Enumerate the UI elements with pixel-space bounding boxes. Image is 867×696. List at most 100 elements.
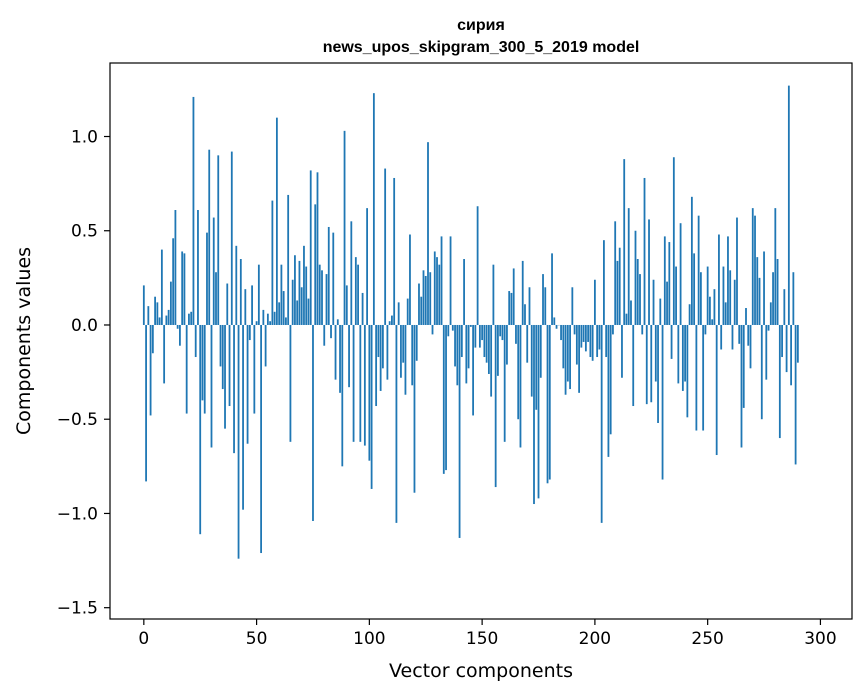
bar-76 xyxy=(314,204,317,325)
bar-143 xyxy=(465,324,468,384)
bar-159 xyxy=(501,324,504,341)
bar-176 xyxy=(539,324,542,378)
bar-99 xyxy=(366,208,368,325)
bar-145 xyxy=(469,324,472,327)
bar-268 xyxy=(747,324,750,346)
chart-subtitle: news_upos_skipgram_300_5_2019 model xyxy=(323,39,640,56)
bar-124 xyxy=(422,270,425,325)
bar-90 xyxy=(345,285,348,325)
bar-230 xyxy=(661,324,664,480)
bar-248 xyxy=(702,324,705,431)
bar-214 xyxy=(625,313,628,325)
bar-261 xyxy=(731,324,734,350)
chart-title: сирия xyxy=(457,17,505,34)
bar-246 xyxy=(697,215,700,325)
bar-238 xyxy=(679,223,682,325)
bar-171 xyxy=(528,287,531,325)
bar-42 xyxy=(237,324,240,559)
bar-95 xyxy=(357,264,359,325)
bar-69 xyxy=(298,260,301,325)
bar-110 xyxy=(391,315,393,325)
bar-278 xyxy=(769,302,772,325)
bar-126 xyxy=(427,142,429,325)
bar-161 xyxy=(506,324,508,365)
bar-236 xyxy=(675,266,677,325)
bar-38 xyxy=(228,324,231,407)
x-tick-label-50: 50 xyxy=(246,629,268,649)
bar-10 xyxy=(165,315,168,325)
bar-222 xyxy=(643,177,646,325)
bar-175 xyxy=(537,324,540,499)
bar-221 xyxy=(641,324,644,335)
bar-15 xyxy=(176,324,179,329)
bar-190 xyxy=(571,287,574,325)
y-tick-label-0: −1.5 xyxy=(57,599,98,619)
bar-63 xyxy=(285,317,287,325)
bar-240 xyxy=(684,324,686,382)
bar-55 xyxy=(266,313,269,325)
bar-123 xyxy=(420,296,423,325)
bar-259 xyxy=(727,236,729,325)
bar-140 xyxy=(458,324,461,538)
bar-8 xyxy=(160,249,163,325)
bar-32 xyxy=(215,272,217,325)
bar-49 xyxy=(253,324,256,414)
bar-50 xyxy=(255,321,258,325)
bar-204 xyxy=(603,240,605,325)
bar-286 xyxy=(787,85,790,325)
bar-79 xyxy=(321,270,323,325)
bar-180 xyxy=(548,324,551,480)
bar-93 xyxy=(352,324,355,442)
bar-233 xyxy=(668,242,671,325)
bar-16 xyxy=(179,324,181,346)
bar-152 xyxy=(485,324,488,363)
bar-75 xyxy=(312,324,314,521)
bar-9 xyxy=(163,324,166,384)
bar-202 xyxy=(598,324,601,350)
bar-111 xyxy=(393,177,396,325)
bar-232 xyxy=(666,281,668,325)
bar-283 xyxy=(781,324,783,358)
bar-242 xyxy=(688,304,691,325)
bar-279 xyxy=(772,272,774,325)
bar-164 xyxy=(512,268,515,325)
bar-162 xyxy=(508,291,511,325)
bar-41 xyxy=(235,245,238,325)
bar-34 xyxy=(219,324,222,367)
bar-229 xyxy=(659,298,662,325)
bar-25 xyxy=(199,324,202,535)
bar-196 xyxy=(584,324,587,352)
bar-216 xyxy=(630,300,632,325)
bar-72 xyxy=(305,266,308,325)
bar-62 xyxy=(282,291,285,325)
bar-270 xyxy=(751,208,754,325)
bar-174 xyxy=(535,324,538,410)
bar-139 xyxy=(456,324,459,386)
bar-37 xyxy=(226,283,229,325)
bar-201 xyxy=(596,324,599,358)
bar-256 xyxy=(720,324,723,350)
bar-74 xyxy=(309,170,312,325)
bar-33 xyxy=(217,155,220,325)
bar-205 xyxy=(605,324,608,358)
bar-170 xyxy=(526,324,529,363)
bar-215 xyxy=(627,208,630,325)
bar-30 xyxy=(210,324,213,448)
bar-150 xyxy=(481,324,484,341)
bar-218 xyxy=(634,230,637,325)
bar-64 xyxy=(287,194,290,325)
bar-65 xyxy=(289,324,292,442)
bar-263 xyxy=(736,217,738,325)
bar-115 xyxy=(402,324,405,363)
bar-101 xyxy=(370,324,373,489)
bar-100 xyxy=(368,324,371,461)
bar-66 xyxy=(291,279,294,325)
bar-239 xyxy=(681,324,684,391)
x-axis-label: Vector components xyxy=(389,660,573,682)
bar-254 xyxy=(715,324,718,456)
bar-288 xyxy=(792,272,795,325)
bar-220 xyxy=(639,274,641,325)
bar-181 xyxy=(551,253,553,325)
y-tick-label-3: 0.0 xyxy=(71,316,98,336)
bar-86 xyxy=(336,319,339,325)
